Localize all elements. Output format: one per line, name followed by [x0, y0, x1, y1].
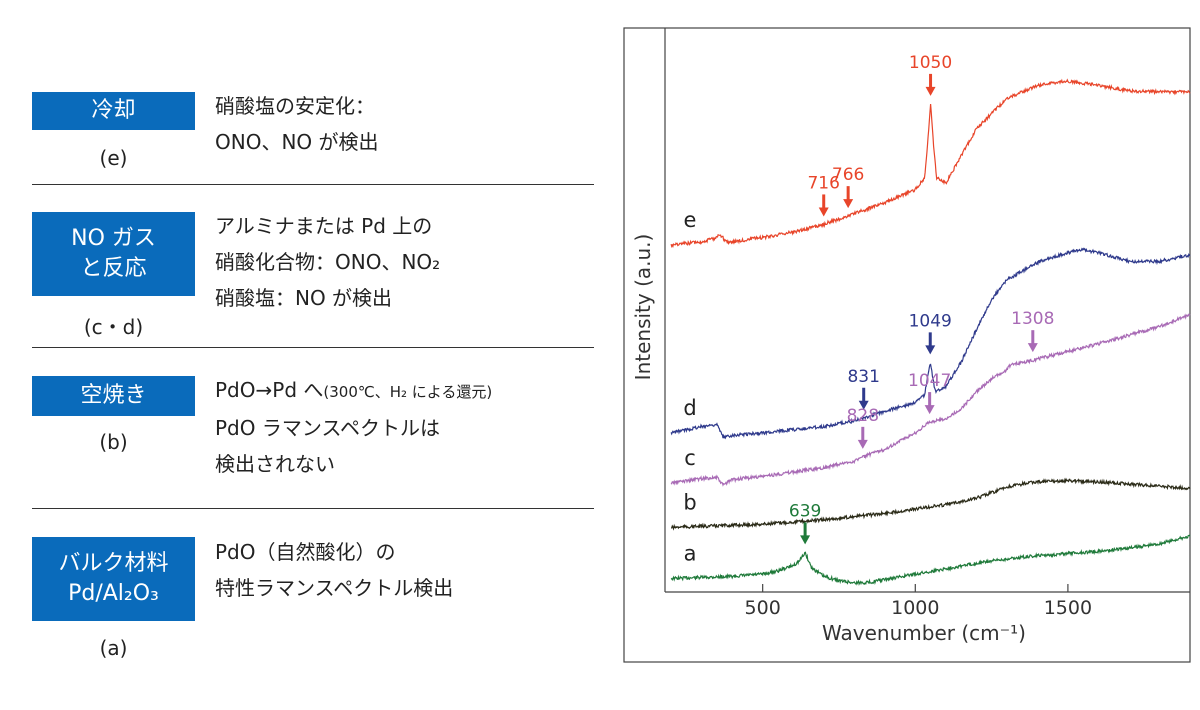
badge-no-gas: NO ガス と反応 — [32, 212, 195, 296]
peak-label-1049: 1049 — [909, 311, 952, 331]
arrow-head-1049 — [925, 345, 936, 355]
badge-bulk-line1: バルク材料 — [58, 551, 169, 576]
trace-letter-a: a — [684, 541, 697, 565]
desc-no-gas-line3: 硝酸塩：NO が検出 — [215, 286, 393, 310]
series-b-line — [671, 477, 1191, 531]
desc-calcination-line3: 検出されない — [215, 452, 335, 476]
trace-letter-e: e — [684, 208, 697, 232]
label-b: (b) — [99, 430, 128, 454]
desc-calcination-line1: PdO→Pd へ(300℃、H₂ による還元) — [215, 372, 492, 410]
series-c-line — [670, 313, 1191, 487]
desc-calcination: PdO→Pd へ(300℃、H₂ による還元) PdO ラマンスペクトルは 検出… — [215, 372, 492, 482]
left-panel: 冷却 (e) 硝酸塩の安定化： ONO、NO が検出 NO ガス と反応 (c・… — [32, 88, 594, 660]
x-tick-label-500: 500 — [745, 597, 781, 619]
trace-letters: e d cb a — [683, 208, 696, 565]
badge-bulk-line2: Pd/Al₂O₃ — [68, 581, 159, 606]
badge-cooling: 冷却 — [32, 92, 195, 130]
separator-1 — [32, 184, 594, 185]
badge-cooling-label: 冷却 — [91, 98, 136, 123]
label-a: (a) — [99, 636, 128, 660]
desc-calcination-line2: PdO ラマンスペクトルは — [215, 416, 441, 440]
badge-calcination-label: 空焼き — [80, 383, 147, 408]
x-ticks: 500 1000 1500 — [745, 584, 1092, 619]
separator-2 — [32, 347, 594, 348]
arrow-head-831 — [858, 400, 869, 410]
desc-no-gas: アルミナまたは Pd 上の 硝酸化合物：ONO、NO₂ 硝酸塩：NO が検出 — [215, 208, 440, 316]
traces — [670, 78, 1191, 586]
badge-calcination: 空焼き — [32, 376, 195, 416]
desc-bulk-line1: PdO（自然酸化）の — [215, 540, 396, 564]
peak-label-1050: 1050 — [909, 53, 952, 73]
label-e: (e) — [99, 146, 128, 170]
peak-label-1308: 1308 — [1011, 309, 1054, 329]
desc-no-gas-line1: アルミナまたは Pd 上の — [215, 214, 433, 238]
y-axis-title: Intensity (a.u.) — [631, 234, 655, 381]
arrow-head-766 — [843, 199, 854, 209]
series-e-line — [670, 78, 1191, 249]
badge-no-gas-line2: と反応 — [80, 256, 147, 281]
trace-letter-b: b — [683, 490, 696, 514]
peak-label-639: 639 — [789, 501, 821, 521]
desc-bulk: PdO（自然酸化）の 特性ラマンスペクトル検出 — [215, 534, 453, 606]
x-tick-label-1500: 1500 — [1044, 597, 1092, 619]
arrow-head-1047 — [924, 405, 935, 415]
desc-cooling: 硝酸塩の安定化： ONO、NO が検出 — [215, 88, 379, 160]
trace-letter-d: d — [683, 396, 696, 420]
peak-label-831: 831 — [847, 367, 879, 387]
trace-letter-c: c — [684, 446, 696, 470]
badge-no-gas-line1: NO ガス — [71, 226, 156, 251]
arrow-head-639 — [800, 535, 811, 545]
desc-cooling-line2: ONO、NO が検出 — [215, 130, 379, 154]
chart-frame — [623, 27, 1191, 663]
arrow-head-1050 — [925, 86, 936, 96]
arrow-head-828 — [857, 439, 868, 449]
peak-label-716: 716 — [807, 173, 839, 193]
x-axis-title: Wavenumber (cm⁻¹) — [822, 621, 1026, 645]
series-a-line — [670, 534, 1191, 586]
peak-label-766: 766 — [832, 165, 864, 185]
desc-cooling-line1: 硝酸塩の安定化： — [215, 94, 375, 118]
arrow-head-716 — [818, 207, 829, 217]
desc-bulk-line2: 特性ラマンスペクトル検出 — [215, 576, 454, 600]
arrow-head-1308 — [1027, 343, 1038, 353]
desc-calcination-line1-note: (300℃、H₂ による還元) — [323, 383, 493, 401]
peak-label-828: 828 — [847, 406, 879, 426]
badge-bulk: バルク材料 Pd/Al₂O₃ — [32, 537, 195, 621]
separator-3 — [32, 508, 594, 509]
label-cd: (c・d) — [83, 315, 144, 339]
x-tick-label-1000: 1000 — [891, 597, 939, 619]
peak-label-1047: 1047 — [908, 371, 951, 391]
desc-calcination-line1-main: PdO→Pd へ — [215, 378, 324, 402]
desc-no-gas-line2: 硝酸化合物：ONO、NO₂ — [215, 250, 441, 274]
series-d-line — [670, 247, 1191, 440]
